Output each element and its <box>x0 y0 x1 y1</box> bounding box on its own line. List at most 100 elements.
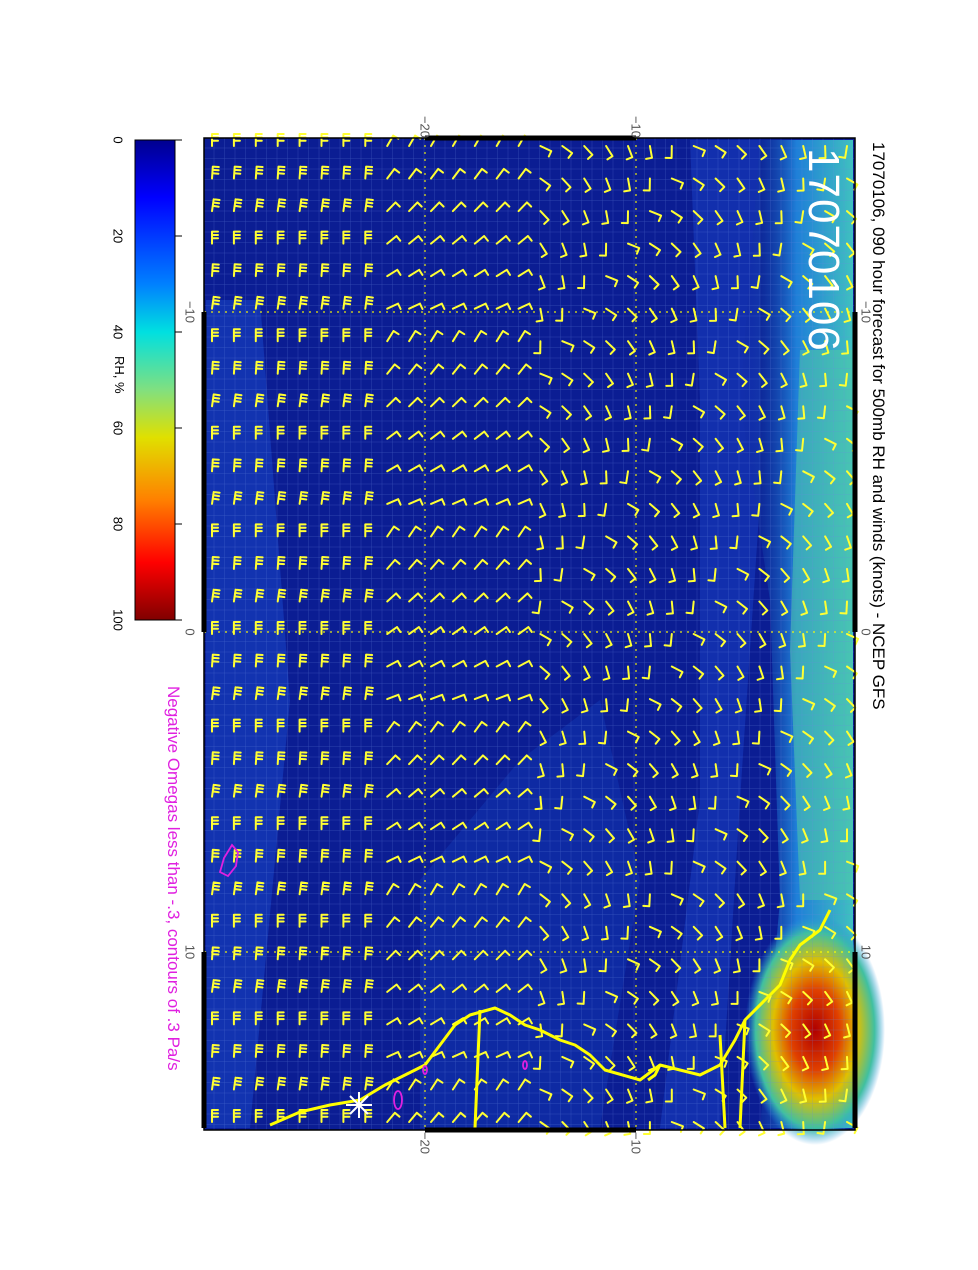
wind-barb <box>758 145 768 161</box>
wind-barb <box>517 983 533 993</box>
wind-barb <box>780 1055 790 1072</box>
wind-barb <box>670 502 681 518</box>
wind-barb <box>689 1023 697 1039</box>
wind-barb <box>495 788 511 798</box>
wind-barb <box>736 437 744 454</box>
wind-barb <box>648 535 659 551</box>
wind-barb <box>430 659 446 668</box>
wind-barb <box>578 730 587 746</box>
wind-barb <box>211 1011 219 1026</box>
wind-barb <box>298 230 307 245</box>
wind-barb <box>802 990 813 1006</box>
wind-barb <box>560 470 569 486</box>
wind-barb <box>232 686 243 701</box>
colorbar-tick-label: 100 <box>110 609 126 631</box>
wind-barb <box>232 1109 241 1123</box>
wind-barb <box>558 730 567 746</box>
fine-grid <box>204 138 855 1130</box>
wind-barb <box>539 145 553 158</box>
wind-barb <box>254 751 264 766</box>
wind-barb <box>430 883 444 896</box>
wind-barb <box>254 881 265 896</box>
wind-barb <box>342 979 352 993</box>
wind-barb <box>622 665 631 680</box>
wind-barb <box>451 268 468 278</box>
wind-barb <box>517 302 533 310</box>
wind-barb <box>364 686 374 701</box>
wind-barb <box>320 458 330 473</box>
wind-barb <box>648 1023 658 1039</box>
wind-barb <box>824 958 835 973</box>
wind-barb <box>709 307 717 322</box>
wind-barb <box>670 893 684 906</box>
wind-barb <box>670 210 683 224</box>
wind-barb <box>692 925 704 941</box>
wind-barb <box>364 556 374 570</box>
wind-barb <box>735 210 744 226</box>
wind-barb <box>517 693 533 702</box>
wind-barb <box>342 946 352 961</box>
wind-barb <box>583 600 595 615</box>
wind-barb <box>386 167 401 180</box>
wind-barb <box>430 1111 445 1123</box>
wind-barb <box>627 958 640 971</box>
wind-barb <box>408 821 424 831</box>
wind-barb <box>342 783 352 798</box>
wind-barb <box>532 828 542 843</box>
wind-barb <box>517 788 533 798</box>
wind-barb <box>211 979 221 993</box>
wind-barb <box>758 860 767 877</box>
wind-barb <box>692 1121 705 1135</box>
wind-barb <box>841 340 849 355</box>
wind-barb <box>706 340 717 355</box>
wind-barb <box>408 626 424 635</box>
wind-barb <box>320 881 331 896</box>
wind-barb <box>537 763 545 779</box>
wind-barb <box>232 360 242 375</box>
wind-barb <box>254 425 263 440</box>
wind-barb <box>495 558 511 570</box>
wind-barb <box>320 751 330 766</box>
wind-barb <box>670 763 679 779</box>
axis-tick-label: −10 <box>858 300 874 324</box>
wind-barb <box>495 464 511 473</box>
wind-barb <box>780 828 789 844</box>
wind-barb <box>583 1023 597 1036</box>
wind-barb <box>386 949 401 961</box>
wind-barb <box>840 828 848 843</box>
wind-barb <box>561 145 574 159</box>
wind-barb <box>386 525 400 538</box>
wind-barb <box>232 848 242 863</box>
wind-barb <box>626 1088 634 1104</box>
wind-barb <box>495 167 510 180</box>
wind-barb <box>779 1088 788 1104</box>
wind-barb <box>386 430 402 440</box>
wind-barb <box>451 464 468 473</box>
wind-barb <box>364 393 374 408</box>
wind-barb <box>669 1023 678 1039</box>
wind-barb <box>824 893 838 906</box>
wind-barb <box>534 795 543 811</box>
wind-barb <box>692 893 705 908</box>
wind-barb <box>802 340 810 356</box>
wind-barb <box>802 275 814 290</box>
wind-barb <box>408 693 424 702</box>
wind-barb <box>538 502 547 519</box>
wind-barb <box>670 437 684 451</box>
wind-barb <box>824 730 835 746</box>
wind-barb <box>342 588 352 603</box>
wind-barb <box>583 1088 594 1104</box>
axis-tick-label: −20 <box>417 115 433 139</box>
wind-barb <box>561 828 574 841</box>
wind-barb <box>577 502 586 518</box>
wind-barb <box>602 665 611 681</box>
wind-barb <box>736 177 746 193</box>
wind-barb <box>773 470 783 485</box>
wind-barb <box>780 372 788 389</box>
wind-barb <box>473 883 488 896</box>
wind-barb <box>232 556 242 570</box>
wind-barb <box>780 567 791 583</box>
wind-barb <box>254 946 264 961</box>
wind-barb <box>645 372 654 388</box>
wind-barb <box>714 925 724 942</box>
